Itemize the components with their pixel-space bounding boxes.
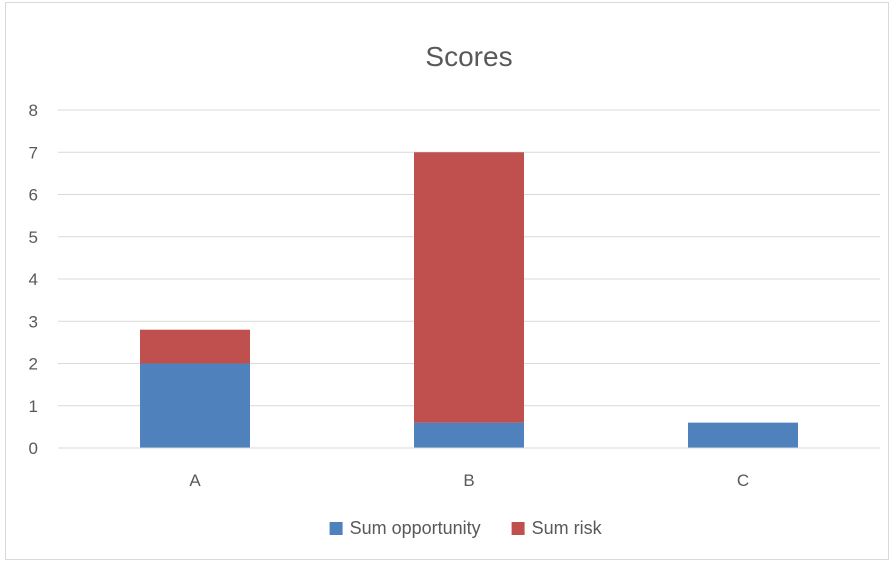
chart-title: Scores [425, 41, 512, 72]
bars [140, 152, 798, 448]
y-tick-label: 4 [29, 270, 38, 289]
y-tick-label: 6 [29, 186, 38, 205]
bar-B-series-2 [414, 152, 524, 423]
y-tick-label: 2 [29, 355, 38, 374]
y-tick-label: 0 [29, 439, 38, 458]
x-axis-ticks: A B C [189, 471, 749, 490]
bar-B-series-1 [414, 422, 524, 448]
bar-C-series-1 [688, 422, 798, 448]
y-tick-label: 5 [29, 228, 38, 247]
legend-label: Sum risk [532, 518, 603, 538]
bar-A-series-1 [140, 363, 250, 448]
y-tick-label: 7 [29, 143, 38, 162]
y-tick-label: 3 [29, 312, 38, 331]
y-axis-ticks: 0 1 2 3 4 5 6 7 8 [29, 101, 38, 458]
legend-label: Sum opportunity [350, 518, 481, 538]
y-tick-label: 1 [29, 397, 38, 416]
y-tick-label: 8 [29, 101, 38, 120]
legend-swatch [329, 522, 343, 535]
legend: Sum opportunity Sum risk [329, 518, 603, 538]
x-tick-label: A [189, 471, 201, 490]
bar-A-series-2 [140, 329, 250, 364]
x-tick-label: B [463, 471, 474, 490]
legend-swatch [511, 522, 525, 535]
x-tick-label: C [737, 471, 749, 490]
